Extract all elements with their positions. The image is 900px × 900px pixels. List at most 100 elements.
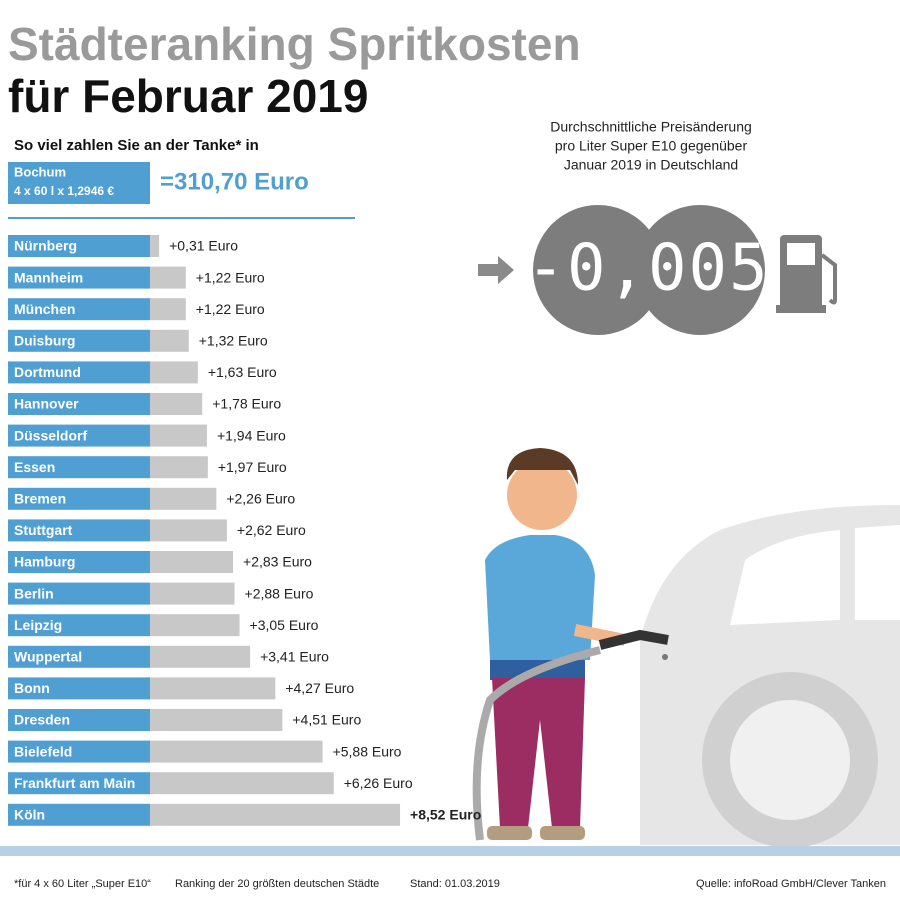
reference-city: Bochum xyxy=(14,164,66,179)
caption-line: Durchschnittliche Preisänderung xyxy=(550,119,752,135)
value-label: +8,52 Euro xyxy=(410,807,481,823)
category-label: Nürnberg xyxy=(14,238,77,254)
category-box xyxy=(8,456,150,479)
value-label: +1,97 Euro xyxy=(218,459,287,475)
category-label: Stuttgart xyxy=(14,522,73,538)
value-label: +1,63 Euro xyxy=(208,364,277,380)
category-label: Bonn xyxy=(14,680,50,696)
bar xyxy=(150,645,251,668)
category-box xyxy=(8,329,150,352)
value-label: +1,22 Euro xyxy=(196,269,265,285)
value-label: +2,62 Euro xyxy=(237,522,306,538)
category-label: München xyxy=(14,301,75,317)
ranking-note: Ranking der 20 größten deutschen Städte xyxy=(175,878,379,890)
category-label: Berlin xyxy=(14,585,54,601)
category-label: Dresden xyxy=(14,712,70,728)
category-box xyxy=(8,645,150,668)
fuel-pump-icon xyxy=(776,235,837,313)
price-change-display: -0,005 xyxy=(526,232,769,306)
category-box xyxy=(8,551,150,573)
category-box xyxy=(8,487,150,510)
reference-total: =310,70 Euro xyxy=(160,168,309,195)
value-label: +0,31 Euro xyxy=(169,238,238,254)
category-box xyxy=(8,519,150,542)
subtitle: So viel zahlen Sie an der Tanke* in xyxy=(14,137,259,154)
category-label: Hannover xyxy=(14,396,79,412)
bar xyxy=(150,677,276,700)
category-box xyxy=(8,582,150,605)
bar xyxy=(150,772,334,795)
category-box xyxy=(8,803,150,826)
reference-box xyxy=(8,162,150,204)
category-label: Düsseldorf xyxy=(14,427,87,443)
value-label: +2,88 Euro xyxy=(245,585,314,601)
bar xyxy=(150,361,198,384)
category-box xyxy=(8,740,150,763)
bar xyxy=(150,298,186,321)
caption-line: Januar 2019 in Deutschland xyxy=(564,157,738,173)
bar xyxy=(150,329,189,352)
category-box xyxy=(8,298,150,321)
value-label: +1,78 Euro xyxy=(212,396,281,412)
category-label: Wuppertal xyxy=(14,649,82,665)
date-note: Stand: 01.03.2019 xyxy=(410,878,500,890)
bar xyxy=(150,803,401,826)
value-label: +4,51 Euro xyxy=(292,712,361,728)
category-box xyxy=(8,266,150,289)
value-label: +6,26 Euro xyxy=(344,775,413,791)
bar xyxy=(150,456,208,479)
bar xyxy=(150,487,217,510)
bar xyxy=(150,266,186,289)
value-label: +1,22 Euro xyxy=(196,301,265,317)
bar xyxy=(150,614,240,637)
category-label: Dortmund xyxy=(14,364,81,380)
value-label: +4,27 Euro xyxy=(285,680,354,696)
value-label: +3,41 Euro xyxy=(260,649,329,665)
category-box xyxy=(8,772,150,795)
floor-strip xyxy=(0,846,900,856)
title-line: für Februar 2019 xyxy=(8,70,368,122)
title-line: Städteranking Spritkosten xyxy=(8,18,581,70)
bar xyxy=(150,551,234,573)
value-label: +5,88 Euro xyxy=(333,743,402,759)
category-box xyxy=(8,677,150,700)
category-label: Essen xyxy=(14,459,55,475)
category-label: Köln xyxy=(14,807,45,823)
category-label: Hamburg xyxy=(14,554,75,570)
bar xyxy=(150,235,160,257)
category-box xyxy=(8,361,150,384)
category-box xyxy=(8,235,150,257)
reference-formula: 4 x 60 l x 1,2946 € xyxy=(14,184,114,198)
category-label: Bremen xyxy=(14,491,66,507)
bar xyxy=(150,582,235,605)
bar xyxy=(150,709,283,731)
value-label: +3,05 Euro xyxy=(250,617,319,633)
category-label: Leipzig xyxy=(14,617,62,633)
category-box xyxy=(8,424,150,447)
bar xyxy=(150,424,207,447)
bar xyxy=(150,393,203,415)
car-illustration xyxy=(640,505,900,848)
footnote: *für 4 x 60 Liter „Super E10“ xyxy=(14,878,151,890)
value-label: +1,94 Euro xyxy=(217,427,286,443)
value-label: +2,83 Euro xyxy=(243,554,312,570)
category-box xyxy=(8,614,150,637)
display-circle xyxy=(635,205,765,335)
bar-chart: Nürnberg +0,31 Euro Mannheim +1,22 Euro Münc… xyxy=(8,235,481,826)
value-label: +1,32 Euro xyxy=(199,333,268,349)
bar xyxy=(150,740,323,763)
person-illustration xyxy=(472,448,669,841)
bar xyxy=(150,519,227,542)
category-label: Bielefeld xyxy=(14,743,72,759)
category-box xyxy=(8,393,150,415)
value-label: +2,26 Euro xyxy=(226,491,295,507)
caption-line: pro Liter Super E10 gegenüber xyxy=(555,138,748,154)
source-note: Quelle: infoRoad GmbH/Clever Tanken xyxy=(696,878,886,890)
category-label: Frankfurt am Main xyxy=(14,775,135,791)
arrow xyxy=(478,256,514,284)
category-label: Duisburg xyxy=(14,333,75,349)
category-label: Mannheim xyxy=(14,269,83,285)
category-box xyxy=(8,709,150,731)
display-circle xyxy=(533,205,663,335)
